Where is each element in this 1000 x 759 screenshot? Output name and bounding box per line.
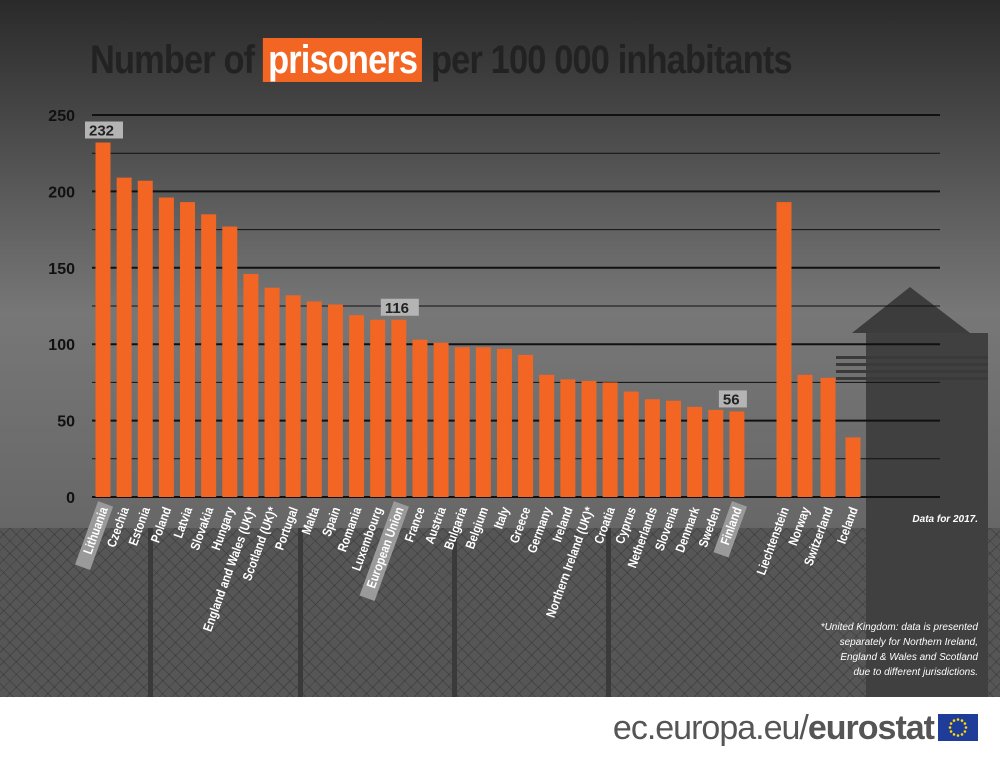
bar-chart: 050100150200250Lithuania232CzechiaEstoni… — [48, 108, 988, 697]
bar — [454, 347, 470, 497]
bar — [560, 379, 576, 497]
bar — [666, 400, 682, 497]
y-tick-label: 50 — [57, 414, 75, 431]
fence-post — [606, 528, 611, 697]
bar — [285, 295, 301, 497]
footer: ec.europa.eu/eurostat — [0, 697, 1000, 759]
bar — [243, 273, 259, 497]
fence-graphic — [0, 528, 1000, 697]
fence-post — [148, 528, 153, 697]
label-highlight — [359, 501, 409, 601]
bar — [391, 319, 407, 497]
x-tick-label: Iceland — [834, 505, 861, 546]
x-tick-label: Italy — [491, 505, 513, 531]
data-label-box — [85, 121, 123, 139]
bar — [412, 339, 428, 497]
footnote-line: England & Wales and Scotland — [840, 652, 978, 663]
data-label-box — [718, 390, 747, 408]
data-label: 232 — [89, 123, 114, 140]
bar — [370, 319, 386, 497]
bar — [95, 142, 111, 497]
bar — [687, 406, 703, 497]
category-label: Iceland — [834, 505, 861, 546]
bar — [644, 399, 660, 497]
bar — [180, 202, 196, 497]
bar — [475, 347, 491, 497]
data-label: 116 — [385, 300, 409, 317]
bar — [349, 315, 365, 497]
category-label: Italy — [491, 505, 513, 531]
bar — [264, 287, 280, 497]
y-tick-label: 150 — [48, 261, 75, 278]
data-label-box — [380, 298, 419, 316]
bar — [602, 382, 618, 497]
bar — [729, 411, 745, 497]
url-domain: ec.europa.eu/ — [612, 709, 809, 747]
data-label: 56 — [723, 391, 740, 408]
title-part: Number of — [90, 38, 255, 82]
bar — [201, 214, 217, 497]
bar — [327, 304, 343, 497]
url-brand: eurostat — [807, 709, 935, 747]
footnote-line: *United Kingdom: data is presented — [820, 622, 978, 633]
footnote-line: due to different jurisdictions. — [853, 667, 978, 678]
bar — [581, 380, 597, 497]
bar — [845, 437, 861, 497]
bar — [820, 377, 836, 497]
footnote: *United Kingdom: data is presented separ… — [778, 620, 978, 680]
bar — [158, 197, 174, 497]
fence-post — [452, 528, 457, 697]
watchtower-body — [866, 333, 988, 697]
bar — [433, 342, 449, 497]
y-tick-label: 100 — [48, 337, 75, 354]
bar — [518, 354, 534, 497]
title-highlight: prisoners — [262, 38, 423, 82]
fence-post — [298, 528, 303, 697]
bar — [776, 202, 792, 497]
y-tick-label: 250 — [48, 108, 75, 125]
watchtower-roof — [852, 287, 970, 333]
chart-title: Number of prisoners per 100 000 inhabita… — [90, 38, 793, 83]
category-label: Lithuania — [80, 505, 111, 556]
bar — [496, 348, 512, 497]
bar — [222, 226, 238, 497]
watchtower-rail — [836, 377, 988, 380]
watchtower-rail — [836, 356, 988, 359]
watchtower-rail — [836, 363, 988, 366]
title-part: per 100 000 inhabitants — [431, 38, 793, 82]
bar — [797, 374, 813, 497]
label-highlight — [713, 501, 748, 558]
bar — [708, 409, 724, 497]
y-tick-label: 200 — [48, 184, 75, 201]
y-tick-label: 0 — [66, 490, 75, 507]
source-url[interactable]: ec.europa.eu/eurostat — [612, 709, 935, 748]
footnote-line: separately for Northern Ireland, — [839, 637, 978, 648]
data-year-note: Data for 2017. — [912, 514, 978, 525]
bar — [116, 177, 132, 497]
bar — [623, 391, 639, 497]
watchtower-rail — [836, 370, 988, 373]
bar — [306, 301, 322, 497]
label-highlight — [75, 501, 114, 570]
eu-flag-icon — [938, 714, 978, 741]
bar — [539, 374, 555, 497]
bar — [137, 180, 153, 498]
